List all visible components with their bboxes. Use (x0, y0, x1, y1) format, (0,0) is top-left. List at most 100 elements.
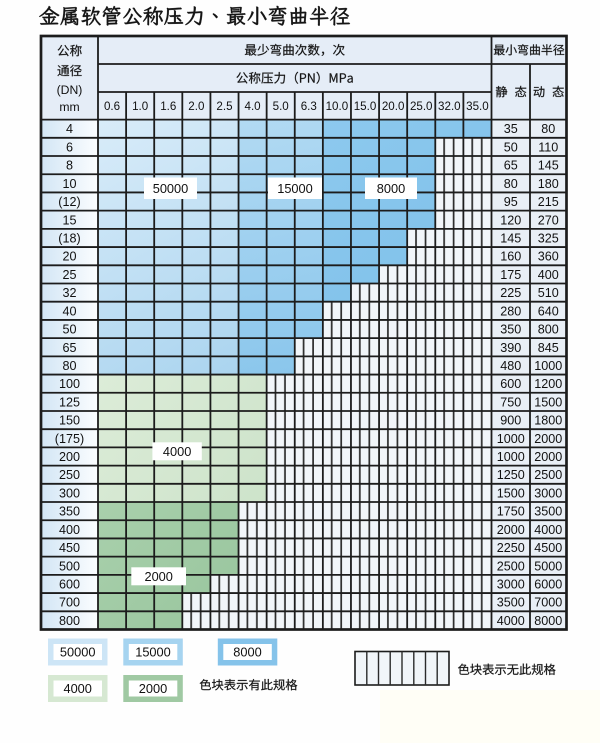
svg-text:40: 40 (62, 304, 76, 318)
svg-text:1250: 1250 (497, 468, 525, 482)
svg-text:(DN): (DN) (57, 83, 83, 97)
svg-text:280: 280 (500, 304, 521, 318)
svg-text:750: 750 (500, 395, 521, 409)
svg-text:640: 640 (538, 304, 559, 318)
svg-text:50: 50 (504, 140, 518, 154)
svg-text:400: 400 (59, 523, 80, 537)
svg-text:80: 80 (504, 177, 518, 191)
svg-text:1000: 1000 (497, 432, 525, 446)
svg-text:20.0: 20.0 (382, 100, 405, 113)
svg-text:(175): (175) (55, 432, 84, 446)
svg-text:800: 800 (59, 614, 80, 628)
svg-text:35: 35 (504, 122, 518, 136)
svg-text:215: 215 (538, 195, 559, 209)
svg-text:845: 845 (538, 341, 559, 355)
svg-text:600: 600 (500, 377, 521, 391)
svg-text:700: 700 (59, 596, 80, 610)
svg-text:25: 25 (62, 268, 76, 282)
svg-text:110: 110 (538, 140, 558, 154)
svg-text:450: 450 (59, 541, 80, 555)
svg-text:10.0: 10.0 (326, 100, 349, 113)
svg-text:2500: 2500 (497, 559, 525, 573)
svg-text:4000: 4000 (497, 614, 525, 628)
svg-text:65: 65 (62, 341, 76, 355)
svg-text:350: 350 (500, 323, 521, 337)
svg-text:4000: 4000 (534, 523, 562, 537)
svg-text:80: 80 (62, 359, 76, 373)
svg-text:600: 600 (59, 578, 80, 592)
svg-text:80: 80 (541, 122, 555, 136)
svg-text:1500: 1500 (497, 486, 525, 500)
svg-text:2.0: 2.0 (188, 100, 204, 113)
svg-text:20: 20 (62, 250, 76, 264)
svg-text:1200: 1200 (534, 377, 562, 391)
svg-text:32: 32 (62, 286, 76, 300)
svg-text:50000: 50000 (60, 645, 96, 660)
svg-text:160: 160 (500, 250, 521, 264)
svg-text:0.6: 0.6 (104, 100, 120, 113)
svg-text:100: 100 (59, 377, 80, 391)
svg-text:350: 350 (59, 505, 80, 519)
svg-text:4: 4 (66, 122, 73, 136)
svg-text:2000: 2000 (139, 681, 167, 696)
svg-text:1000: 1000 (534, 359, 562, 373)
svg-text:2500: 2500 (534, 468, 562, 482)
svg-text:1.0: 1.0 (132, 100, 148, 113)
svg-text:250: 250 (59, 468, 80, 482)
svg-text:200: 200 (59, 450, 80, 464)
svg-text:32.0: 32.0 (438, 100, 461, 113)
svg-text:mm: mm (59, 100, 79, 114)
svg-text:8000: 8000 (534, 614, 562, 628)
svg-text:8: 8 (66, 159, 73, 173)
svg-text:(18): (18) (58, 232, 80, 246)
svg-text:(12): (12) (58, 195, 80, 209)
svg-text:500: 500 (59, 559, 80, 573)
svg-text:145: 145 (538, 159, 559, 173)
svg-text:1000: 1000 (497, 450, 525, 464)
svg-text:5.0: 5.0 (273, 100, 289, 113)
svg-text:8000: 8000 (377, 181, 405, 196)
svg-text:3500: 3500 (497, 596, 525, 610)
svg-text:4000: 4000 (63, 681, 91, 696)
svg-text:8000: 8000 (233, 645, 261, 660)
svg-text:10: 10 (62, 177, 76, 191)
svg-text:2000: 2000 (534, 450, 562, 464)
svg-text:6000: 6000 (534, 578, 562, 592)
svg-text:65: 65 (504, 159, 518, 173)
svg-text:400: 400 (538, 268, 559, 282)
svg-text:15: 15 (62, 213, 76, 227)
svg-text:145: 145 (500, 232, 521, 246)
svg-text:7000: 7000 (534, 596, 562, 610)
svg-text:390: 390 (500, 341, 521, 355)
svg-text:3000: 3000 (497, 578, 525, 592)
svg-text:1750: 1750 (497, 505, 525, 519)
svg-text:125: 125 (59, 395, 80, 409)
svg-text:510: 510 (538, 286, 559, 300)
svg-text:175: 175 (500, 268, 521, 282)
svg-text:35.0: 35.0 (466, 100, 489, 113)
svg-text:300: 300 (59, 486, 80, 500)
svg-text:2.5: 2.5 (216, 100, 232, 113)
svg-text:3000: 3000 (534, 486, 562, 500)
svg-text:180: 180 (538, 177, 559, 191)
svg-text:6: 6 (66, 140, 73, 154)
svg-text:900: 900 (500, 414, 521, 428)
svg-text:50000: 50000 (153, 181, 189, 196)
svg-text:2000: 2000 (534, 432, 562, 446)
svg-text:15000: 15000 (135, 645, 171, 660)
svg-text:4000: 4000 (163, 444, 191, 459)
svg-text:4.0: 4.0 (245, 100, 261, 113)
svg-text:95: 95 (504, 195, 518, 209)
svg-text:5000: 5000 (534, 559, 562, 573)
svg-text:120: 120 (500, 213, 521, 227)
svg-text:1.6: 1.6 (160, 100, 176, 113)
svg-text:325: 325 (538, 232, 559, 246)
svg-text:4500: 4500 (534, 541, 562, 555)
svg-text:225: 225 (500, 286, 521, 300)
svg-text:800: 800 (538, 323, 559, 337)
svg-text:2000: 2000 (144, 569, 172, 584)
svg-text:480: 480 (500, 359, 521, 373)
svg-text:15.0: 15.0 (354, 100, 377, 113)
svg-text:270: 270 (538, 213, 559, 227)
svg-text:3500: 3500 (534, 505, 562, 519)
